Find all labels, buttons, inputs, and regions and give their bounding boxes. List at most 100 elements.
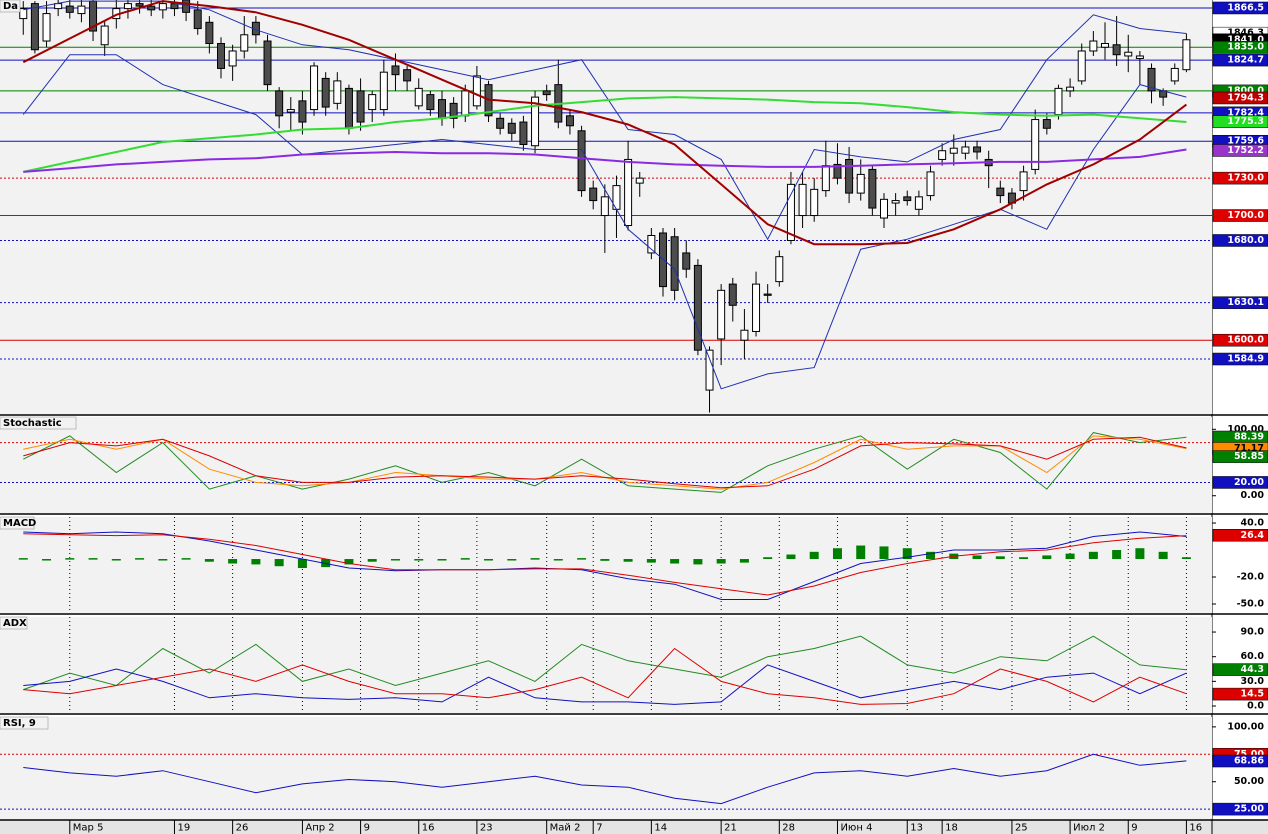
candle-body: [286, 109, 295, 113]
histogram-bar: [879, 546, 889, 560]
candle-body: [752, 283, 761, 332]
panel: [18, 517, 1191, 613]
candle-body: [728, 283, 737, 306]
x-tick-label: 28: [782, 823, 795, 834]
candle-body: [100, 25, 109, 46]
histogram-bar: [251, 559, 261, 565]
histogram-bar: [995, 556, 1005, 560]
level-label: 1759.6: [1227, 136, 1264, 147]
level-label: 1835.0: [1227, 42, 1264, 53]
level-label: 25.00: [1234, 804, 1264, 815]
x-tick-label: Июн 4: [840, 823, 872, 834]
x-tick-label: 25: [1015, 823, 1028, 834]
indicator-line: [23, 148, 1187, 173]
histogram-bar: [42, 559, 52, 561]
histogram-bar: [716, 559, 726, 564]
level-label: 20.00: [1234, 477, 1264, 488]
candle-body: [682, 252, 691, 270]
candle-body: [77, 5, 86, 15]
candle-body: [1182, 39, 1191, 71]
candle-body: [914, 196, 923, 210]
x-tick-label: 9: [364, 823, 370, 834]
candle-body: [228, 50, 237, 67]
x-tick-label: Июл 2: [1073, 823, 1105, 834]
candle-body: [647, 234, 656, 254]
candle-body: [740, 329, 749, 341]
x-tick-label: 14: [654, 823, 667, 834]
indicator-line: [23, 0, 1187, 241]
y-tick-label: 100.00: [1227, 721, 1264, 732]
candle-body: [437, 99, 446, 119]
histogram-bar: [390, 559, 400, 561]
candle-body: [1031, 119, 1040, 170]
candle-body: [903, 196, 912, 202]
level-label: 58.85: [1234, 451, 1264, 462]
candle-body: [531, 96, 540, 147]
level-label: 68.86: [1234, 756, 1264, 767]
candle-body: [1147, 67, 1156, 92]
candle-body: [670, 236, 679, 291]
x-tick-label: 9: [1131, 823, 1137, 834]
candle-body: [705, 349, 714, 391]
candle-body: [135, 3, 144, 7]
histogram-bar: [600, 559, 610, 561]
candle-body: [1135, 55, 1144, 59]
level-label: 26.4: [1241, 530, 1265, 541]
y-tick-label: -20.0: [1237, 572, 1265, 583]
level-label: 1630.1: [1227, 297, 1264, 308]
y-tick-label: 100.00: [1227, 424, 1264, 435]
candle-body: [845, 158, 854, 194]
panel-background: [0, 417, 1212, 513]
level-box: [1212, 53, 1268, 67]
level-label: 1841.0: [1227, 34, 1264, 45]
histogram-bar: [228, 559, 238, 564]
level-box: [1212, 209, 1268, 222]
x-tick-label: 19: [177, 823, 190, 834]
histogram-bar: [135, 558, 145, 560]
level-label: 1866.5: [1227, 2, 1264, 13]
histogram-bar: [1181, 557, 1191, 560]
histogram-bar: [1088, 551, 1098, 560]
date-axis-background: [0, 820, 1268, 834]
histogram-bar: [437, 559, 447, 561]
level-label: 1775.3: [1227, 116, 1264, 127]
candle-body: [1112, 44, 1121, 56]
level-label: 1700.0: [1227, 210, 1264, 221]
candle-body: [263, 40, 272, 86]
indicator-line: [23, 753, 1187, 805]
level-box: [1212, 144, 1268, 157]
candle-body: [403, 69, 412, 82]
histogram-bar: [367, 559, 377, 562]
candle-body: [1077, 50, 1086, 82]
candle-body: [507, 122, 516, 134]
candle-body: [147, 5, 156, 11]
candle-body: [275, 90, 284, 117]
histogram-bar: [693, 559, 703, 565]
histogram-bar: [297, 559, 307, 569]
histogram-bar: [1065, 553, 1075, 560]
indicator-line: [22, 0, 1188, 246]
histogram-bar: [623, 559, 633, 562]
y-tick-label: 30.0: [1241, 676, 1265, 687]
level-label: 1824.7: [1227, 55, 1264, 66]
histogram-bar: [926, 551, 936, 560]
candle-body: [786, 183, 795, 241]
candle-body: [368, 94, 377, 111]
candle-body: [717, 289, 726, 340]
level-box: [1212, 333, 1268, 347]
level-box: [1212, 476, 1268, 489]
histogram-bar: [786, 554, 796, 560]
histogram-bar: [577, 558, 587, 560]
x-tick-label: 23: [480, 823, 493, 834]
candle-body: [240, 34, 249, 52]
panel-title: MACD: [3, 518, 36, 529]
panel: [0, 432, 1212, 493]
level-label: 1800.0: [1227, 85, 1264, 96]
level-box: [1212, 663, 1268, 676]
level-box: [1212, 802, 1268, 816]
level-box: [1212, 450, 1268, 463]
candle-body: [123, 3, 132, 10]
candle-body: [1100, 43, 1109, 48]
panel-title: Da: [3, 1, 18, 12]
panel: [23, 617, 1187, 713]
